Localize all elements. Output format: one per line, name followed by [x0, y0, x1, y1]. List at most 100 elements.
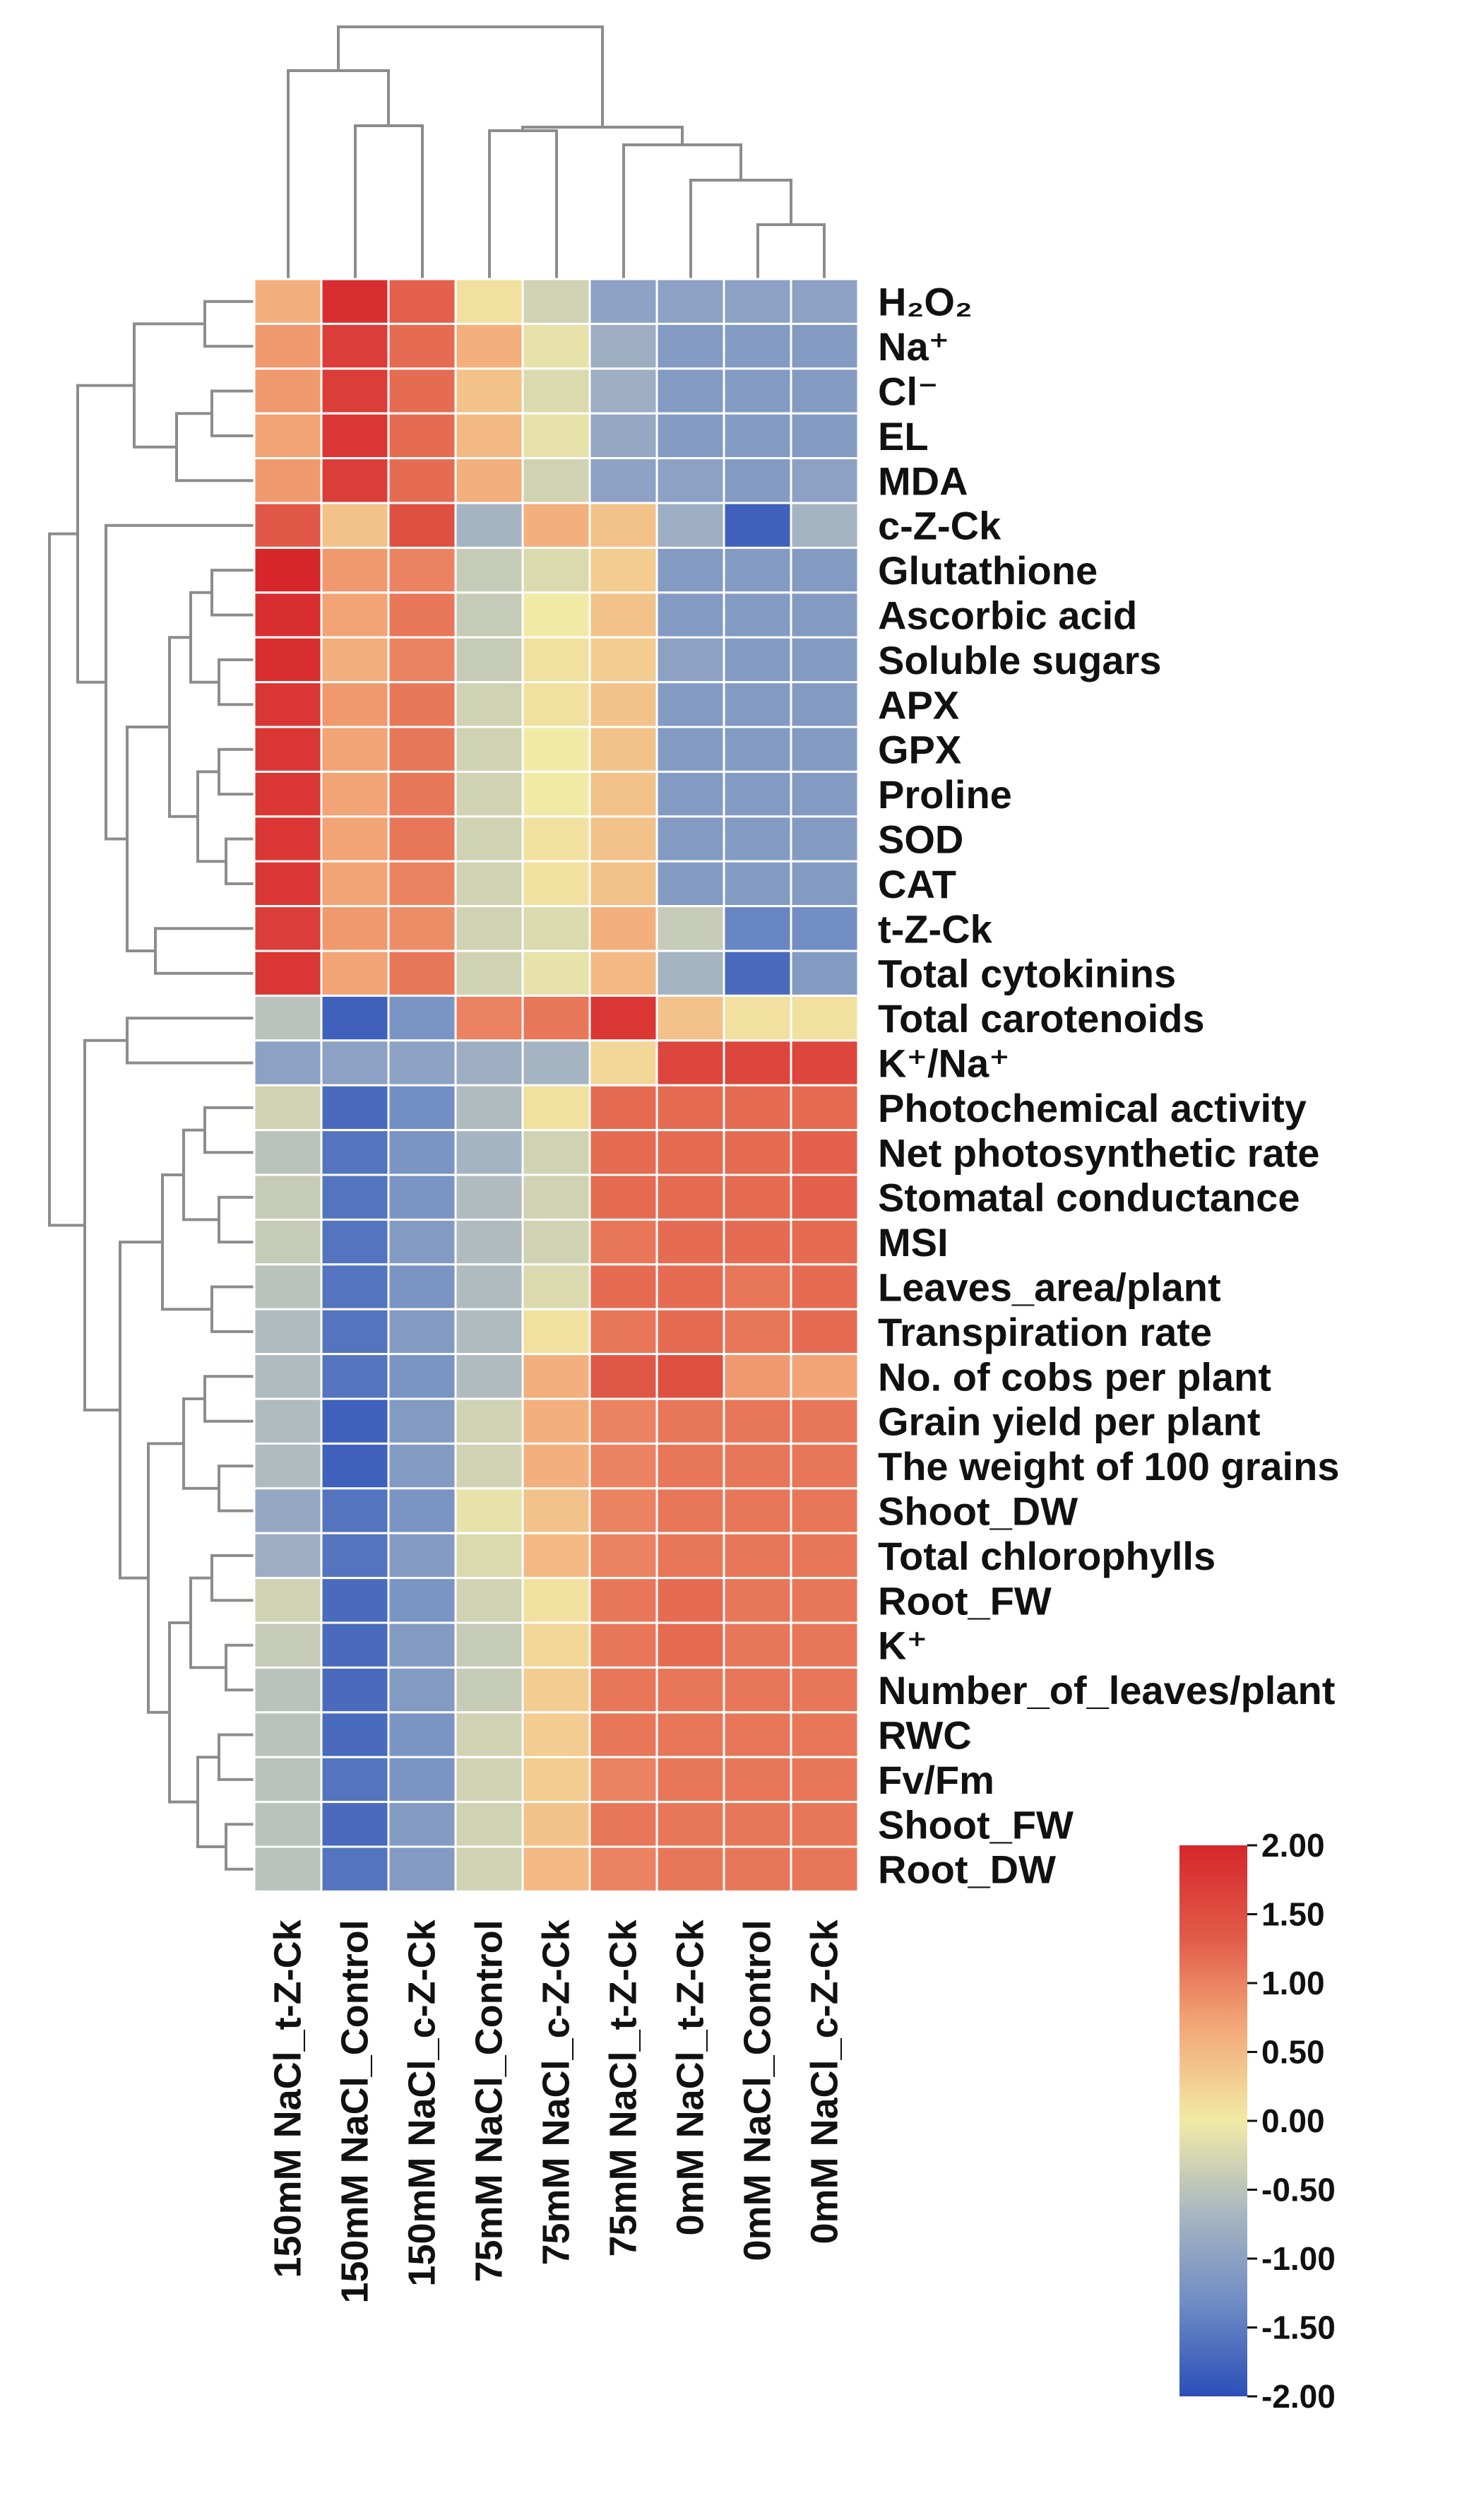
heatmap-cell	[454, 322, 524, 370]
heatmap-cell	[387, 1173, 457, 1221]
heatmap-cell	[723, 502, 792, 549]
heatmap-cell	[790, 1397, 860, 1445]
heatmap-cell	[521, 994, 591, 1042]
heatmap-cell	[387, 1756, 457, 1804]
heatmap-cell	[253, 546, 323, 594]
color-bar-tick-label: 2.00	[1261, 1827, 1325, 1864]
heatmap-cell	[521, 457, 591, 504]
heatmap-cell	[655, 1442, 725, 1490]
heatmap-cell	[655, 1756, 725, 1804]
heatmap-cell	[521, 726, 591, 773]
heatmap-cell	[723, 1442, 792, 1490]
heatmap-cell	[387, 1621, 457, 1669]
heatmap-cell	[454, 905, 524, 952]
row-label: CAT	[878, 862, 956, 906]
heatmap-cell	[588, 1756, 658, 1804]
heatmap-cell	[320, 950, 390, 997]
heatmap-cell	[790, 1263, 860, 1311]
heatmap-cell	[521, 1577, 591, 1624]
heatmap-cell	[454, 278, 524, 325]
column-label: 75mM NaCl_Control	[468, 1919, 511, 2282]
heatmap-cell	[454, 1711, 524, 1758]
heatmap-cell	[723, 322, 792, 370]
heatmap-cell	[588, 1129, 658, 1176]
heatmap-cell	[790, 502, 860, 549]
row-label: Net photosynthetic rate	[878, 1130, 1319, 1175]
column-labels: 150mM NaCl_t-Z-Ck 150mM NaCl_Control 150mM…	[267, 1919, 846, 2303]
heatmap-cell	[655, 1084, 725, 1132]
heatmap-cell	[521, 1801, 591, 1848]
heatmap-cell	[655, 1801, 725, 1848]
heatmap-cell	[320, 457, 390, 504]
row-label: MSI	[878, 1220, 949, 1265]
heatmap-cell	[454, 726, 524, 773]
heatmap-cell	[790, 278, 860, 325]
row-dendrogram	[48, 300, 254, 1871]
heatmap-cell	[588, 636, 658, 684]
heatmap-cell	[320, 1218, 390, 1266]
heatmap-cell	[655, 815, 725, 863]
row-label: Soluble sugars	[878, 638, 1161, 682]
heatmap-cell	[588, 815, 658, 863]
heatmap-cell	[454, 1621, 524, 1669]
heatmap-cell	[521, 1666, 591, 1714]
column-dendrogram	[287, 25, 826, 279]
heatmap-cell	[521, 815, 591, 863]
row-label: MDA	[878, 459, 968, 503]
heatmap-cell	[320, 1711, 390, 1758]
heatmap-cell	[790, 681, 860, 728]
heatmap-cell	[521, 681, 591, 728]
heatmap-cell	[521, 412, 591, 460]
heatmap-cell	[320, 1577, 390, 1624]
row-label: t-Z-Ck	[878, 906, 993, 951]
heatmap-cell	[790, 1845, 860, 1893]
heatmap-cell	[588, 412, 658, 460]
heatmap-cell	[655, 1487, 725, 1534]
heatmap-cell	[521, 1845, 591, 1893]
heatmap-cell	[454, 1039, 524, 1087]
color-bar-tick-label: -2.00	[1261, 2378, 1336, 2415]
heatmap-cell	[454, 681, 524, 728]
heatmap-cell	[588, 502, 658, 549]
heatmap-cell	[454, 1308, 524, 1356]
heatmap-cell	[521, 1129, 591, 1176]
row-label: Ascorbic acid	[878, 593, 1137, 638]
heatmap-cell	[521, 1084, 591, 1132]
heatmap-cell	[790, 457, 860, 504]
heatmap-cell	[588, 1442, 658, 1490]
heatmap-cell	[723, 591, 792, 639]
heatmap-cell	[253, 681, 323, 728]
heatmap-cell	[723, 1353, 792, 1400]
heatmap-cell	[723, 770, 792, 818]
heatmap-cell	[655, 1039, 725, 1087]
heatmap-cell	[655, 1577, 725, 1624]
heatmap-cell	[790, 1173, 860, 1221]
heatmap-cell	[454, 815, 524, 863]
heatmap-cell	[253, 412, 323, 460]
heatmap-cell	[790, 815, 860, 863]
row-label: Total cytokinins	[878, 952, 1176, 996]
heatmap-cell	[320, 1173, 390, 1221]
heatmap-cell	[723, 1487, 792, 1534]
heatmap-cell	[588, 1577, 658, 1624]
heatmap-cell	[655, 994, 725, 1042]
heatmap-cell	[387, 457, 457, 504]
heatmap-cell	[454, 591, 524, 639]
heatmap-cell	[790, 1532, 860, 1580]
heatmap-cell	[588, 994, 658, 1042]
heatmap-cell	[387, 1532, 457, 1580]
heatmap-cell	[253, 905, 323, 952]
heatmap-cell	[320, 278, 390, 325]
heatmap-cell	[723, 815, 792, 863]
heatmap-cell	[723, 1666, 792, 1714]
heatmap-cell	[655, 1532, 725, 1580]
heatmap-cell	[790, 950, 860, 997]
heatmap-cell	[253, 1801, 323, 1848]
heatmap-cell	[588, 367, 658, 415]
row-label: Root_FW	[878, 1578, 1052, 1623]
heatmap-cell	[521, 950, 591, 997]
heatmap-cell	[723, 1218, 792, 1266]
heatmap-cell	[790, 1442, 860, 1490]
heatmap-cell	[790, 770, 860, 818]
